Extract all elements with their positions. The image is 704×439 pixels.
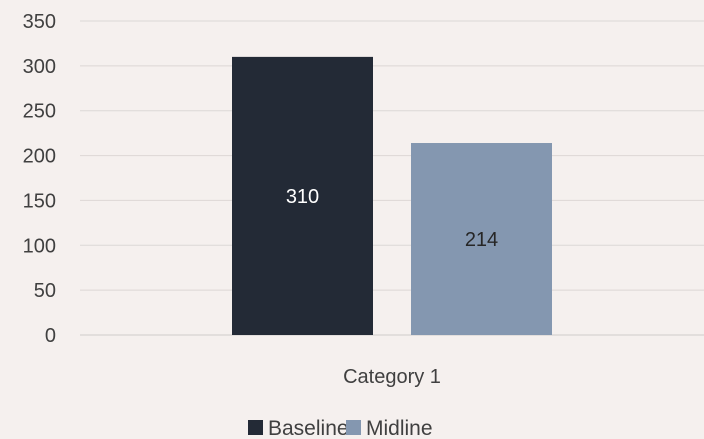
legend: Baseline Midline xyxy=(248,417,433,439)
legend-item-baseline: Baseline xyxy=(248,417,349,439)
bars xyxy=(232,56,552,336)
y-tick-label: 50 xyxy=(34,280,56,302)
gridlines xyxy=(80,20,704,336)
category-label: Category 1 xyxy=(343,366,441,388)
y-tick-label: 350 xyxy=(23,11,56,33)
bar-baseline xyxy=(232,56,373,336)
data-labels: 310 214 xyxy=(286,186,498,251)
y-tick-label: 250 xyxy=(23,101,56,123)
legend-swatch xyxy=(346,420,361,435)
x-axis-category-labels: Category 1 xyxy=(343,366,441,388)
bar-midline xyxy=(411,143,552,335)
legend-label: Midline xyxy=(366,417,433,439)
y-tick-label: 300 xyxy=(23,56,56,78)
legend-label: Baseline xyxy=(268,417,349,439)
y-tick-label: 150 xyxy=(23,190,56,212)
legend-item-midline: Midline xyxy=(346,417,433,439)
legend-swatch xyxy=(248,420,263,435)
y-tick-label: 0 xyxy=(45,325,56,347)
data-label-midline: 214 xyxy=(465,229,498,251)
y-tick-label: 200 xyxy=(23,146,56,168)
y-axis-tick-labels: 0 50 100 150 200 250 300 350 xyxy=(23,11,56,347)
y-tick-label: 100 xyxy=(23,235,56,257)
data-label-baseline: 310 xyxy=(286,186,319,208)
